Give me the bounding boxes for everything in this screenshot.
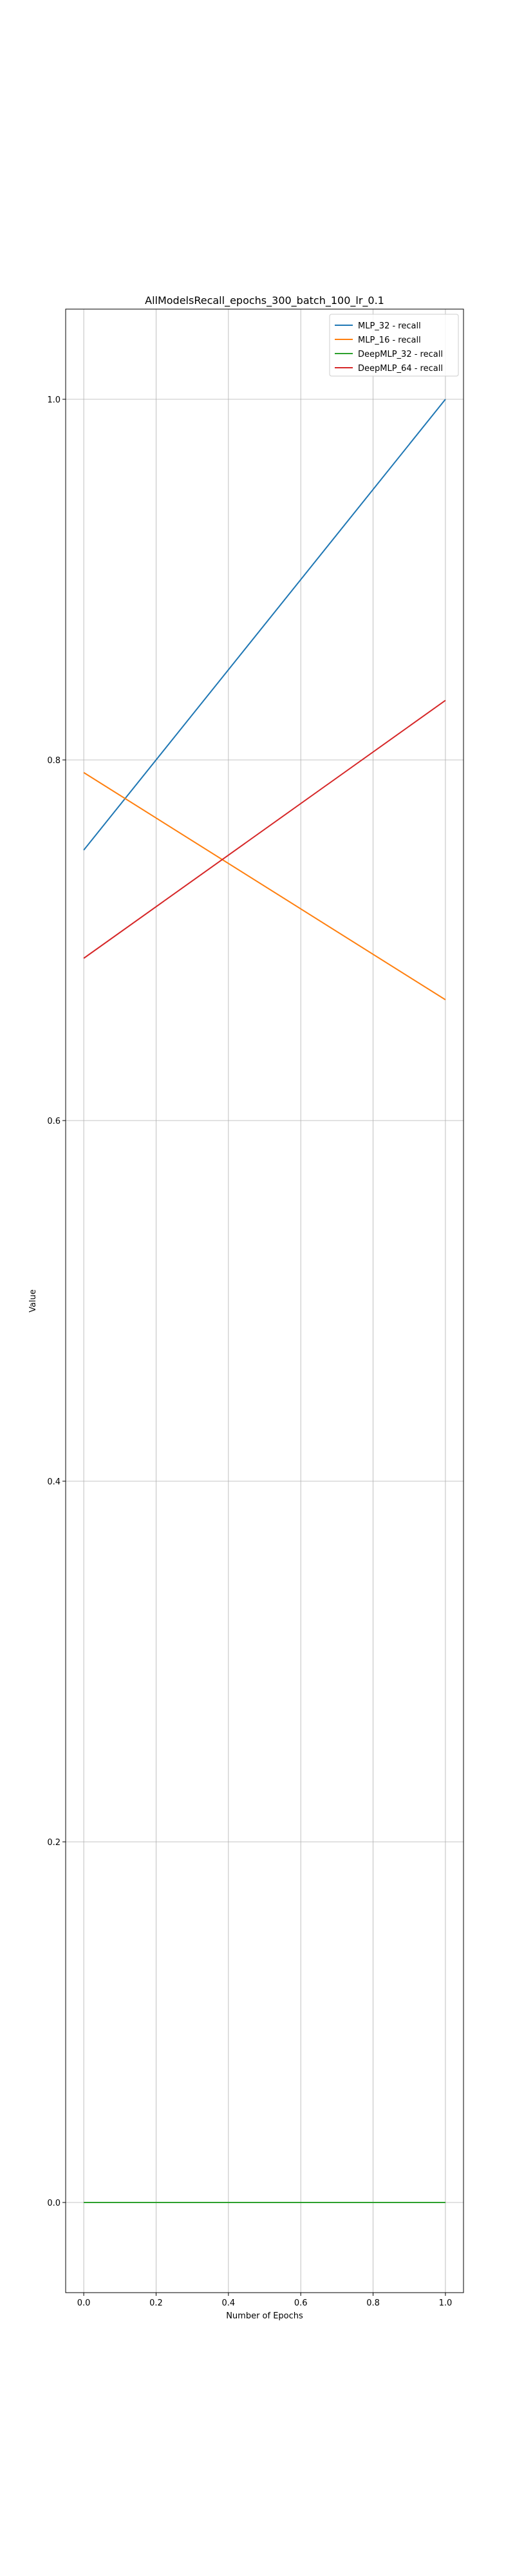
y-axis-label: Value	[28, 1289, 38, 1312]
y-tick-label: 1.0	[47, 395, 61, 405]
x-axis-label: Number of Epochs	[226, 2311, 303, 2321]
x-tick-label: 0.6	[294, 2298, 308, 2308]
series-line	[83, 399, 446, 851]
x-tick-label: 0.2	[149, 2298, 163, 2308]
y-tick-label: 0.2	[47, 1838, 61, 1848]
legend-label: MLP_16 - recall	[358, 336, 421, 345]
y-tick-label: 0.4	[47, 1477, 61, 1487]
x-axis-ticks: 0.0 0.2 0.4 0.6 0.8 1.0	[77, 2293, 453, 2308]
legend-box	[329, 314, 459, 377]
x-tick-label: 0.4	[221, 2298, 235, 2308]
y-tick-label: 0.0	[47, 2199, 61, 2208]
series-lines	[83, 399, 446, 2203]
series-line	[83, 699, 446, 959]
chart-title: AllModelsRecall_epochs_300_batch_100_lr_…	[145, 294, 384, 307]
x-tick-label: 1.0	[439, 2298, 453, 2308]
grid	[66, 309, 464, 2293]
y-tick-label: 0.8	[47, 756, 61, 766]
plot-frame	[65, 308, 464, 2293]
series-line	[83, 772, 446, 1001]
legend-label: MLP_32 - recall	[358, 321, 421, 331]
x-tick-label: 0.8	[366, 2298, 380, 2308]
y-tick-label: 0.6	[47, 1117, 61, 1126]
legend-label: DeepMLP_64 - recall	[358, 364, 443, 374]
y-axis-ticks: 0.0 0.2 0.4 0.6 0.8 1.0	[47, 395, 66, 2208]
x-tick-label: 0.0	[77, 2298, 91, 2308]
legend-label: DeepMLP_32 - recall	[358, 350, 443, 359]
legend: MLP_32 - recall MLP_16 - recall DeepMLP_32…	[329, 314, 459, 377]
